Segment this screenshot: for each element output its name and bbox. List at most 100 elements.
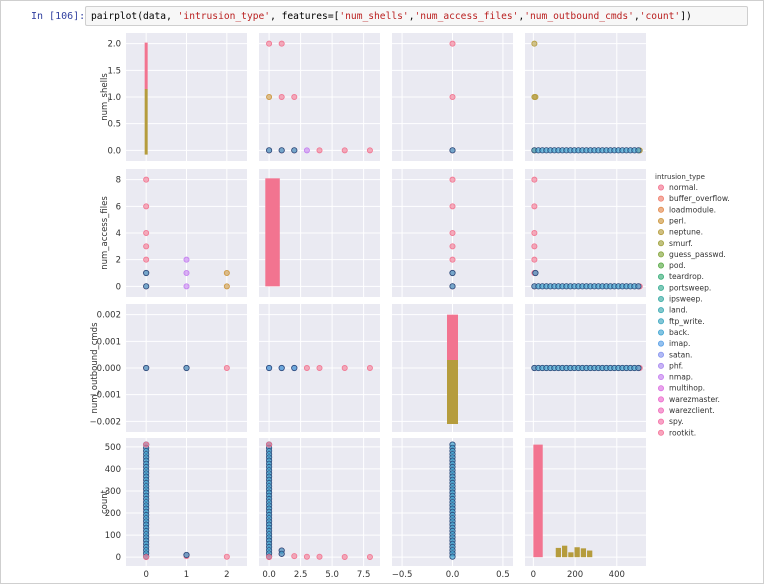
y-tick-label: 0.001 bbox=[97, 337, 121, 347]
scatter-point bbox=[449, 147, 456, 154]
scatter-point bbox=[265, 147, 273, 154]
legend-item-label: imap. bbox=[669, 339, 690, 348]
scatter-point bbox=[449, 176, 456, 183]
scatter-point bbox=[183, 551, 190, 559]
scatter-point bbox=[278, 550, 285, 557]
legend-item-label: ipsweep. bbox=[669, 295, 703, 304]
legend-marker bbox=[658, 284, 665, 291]
scatter-point bbox=[341, 147, 348, 154]
x-tick-label: 0.0 bbox=[446, 570, 460, 580]
scatter-point bbox=[366, 364, 373, 371]
x-tick-label: 2.5 bbox=[294, 570, 308, 580]
y-axis-label-num_shells: num_shells bbox=[100, 73, 110, 121]
scatter-point bbox=[143, 203, 150, 210]
panel-count-count bbox=[525, 438, 646, 566]
scatter-point bbox=[291, 553, 298, 560]
scatter-point bbox=[143, 554, 150, 561]
y-tick-label: 200 bbox=[105, 509, 121, 519]
hist-bar-neptune. bbox=[587, 550, 593, 558]
legend-marker bbox=[658, 396, 665, 403]
hist-bar-neptune. bbox=[144, 89, 148, 155]
hist-bar-normal. bbox=[447, 314, 458, 360]
scatter-point bbox=[291, 147, 298, 154]
y-tick-label: 2.0 bbox=[107, 40, 121, 50]
legend-marker bbox=[658, 262, 665, 269]
scatter-point bbox=[449, 256, 456, 263]
legend-marker bbox=[658, 273, 665, 280]
scatter-point bbox=[449, 229, 456, 236]
scatter-point bbox=[223, 283, 230, 290]
scatter-point bbox=[531, 243, 538, 250]
hist-bar-neptune. bbox=[580, 548, 587, 558]
legend-item-label: back. bbox=[669, 328, 689, 337]
y-tick-label: −0.002 bbox=[90, 417, 121, 427]
scatter-point bbox=[316, 147, 323, 154]
x-tick-label: −0.5 bbox=[392, 570, 413, 580]
scatter-point bbox=[531, 203, 538, 210]
code-fn: pairplot(data, bbox=[91, 11, 178, 22]
scatter-point bbox=[449, 94, 456, 101]
scatter-point bbox=[341, 553, 348, 560]
legend-marker bbox=[658, 385, 665, 392]
x-tick-label: 5.0 bbox=[325, 570, 339, 580]
x-tick-label: 0.5 bbox=[496, 570, 510, 580]
code-input[interactable]: pairplot(data, 'intrusion_type', feature… bbox=[85, 6, 748, 26]
scatter-point bbox=[278, 147, 285, 154]
y-tick-label: 100 bbox=[105, 531, 121, 541]
scatter-point bbox=[366, 553, 373, 560]
scatter-point bbox=[266, 554, 273, 561]
legend-item-label: neptune. bbox=[669, 228, 703, 237]
scatter-point bbox=[143, 256, 150, 263]
hist-bar-neptune. bbox=[568, 552, 574, 558]
scatter-point bbox=[183, 283, 190, 290]
scatter-point-dense bbox=[635, 283, 642, 290]
scatter-point bbox=[291, 364, 298, 372]
legend-marker bbox=[658, 329, 665, 336]
x-tick-label: 7.5 bbox=[357, 570, 371, 580]
legend-item-label: pod. bbox=[669, 261, 686, 270]
y-tick-label: 0.0 bbox=[107, 146, 121, 156]
hist-bar-normal. bbox=[265, 178, 280, 287]
legend-item-label: loadmodule. bbox=[669, 205, 716, 214]
legend-marker bbox=[658, 240, 665, 247]
scatter-point bbox=[278, 364, 285, 372]
scatter-point bbox=[449, 243, 456, 250]
legend-item-label: teardrop. bbox=[669, 272, 704, 281]
legend-marker bbox=[658, 351, 665, 358]
hist-bar-normal. bbox=[533, 444, 543, 558]
y-tick-label: 1.5 bbox=[107, 66, 121, 76]
scatter-point bbox=[143, 229, 150, 236]
scatter-point bbox=[449, 203, 456, 210]
scatter-point bbox=[143, 441, 150, 448]
y-tick-label: 0.000 bbox=[97, 364, 121, 374]
x-tick-label: 400 bbox=[609, 570, 625, 580]
legend-item-label: satan. bbox=[669, 350, 692, 359]
x-tick-label: 0 bbox=[531, 570, 536, 580]
legend-item-label: rootkit. bbox=[669, 428, 696, 437]
scatter-point bbox=[143, 243, 150, 250]
y-tick-label: 500 bbox=[105, 443, 121, 453]
scatter-point bbox=[183, 269, 190, 276]
hist-bar-neptune. bbox=[562, 545, 568, 558]
legend-title: intrusion_type bbox=[655, 173, 705, 181]
legend-marker bbox=[658, 418, 665, 425]
y-tick-label: −0.001 bbox=[90, 391, 121, 401]
scatter-point bbox=[531, 40, 538, 47]
legend-item-label: nmap. bbox=[669, 373, 693, 382]
hist-bar-neptune. bbox=[447, 360, 458, 424]
pairplot-figure: 0.0 0.5 1.0 1.5 2.0 num_shells 0 2 4 6 8 num_access… bbox=[90, 33, 730, 585]
code-mid: , features=[ bbox=[270, 11, 340, 22]
code-feature-1: 'num_shells' bbox=[339, 11, 409, 22]
scatter-point bbox=[266, 94, 273, 101]
scatter-point bbox=[366, 147, 373, 154]
y-tick-label: 0 bbox=[116, 553, 121, 563]
code-feature-3: 'num_outbound_cmds' bbox=[524, 11, 634, 22]
panel-count-num_access_files bbox=[259, 438, 380, 566]
code-hue-arg: 'intrusion_type' bbox=[177, 11, 271, 22]
scatter-point bbox=[449, 40, 456, 47]
legend-marker bbox=[658, 318, 665, 325]
x-tick-label: 2 bbox=[224, 570, 229, 580]
scatter-point bbox=[316, 364, 323, 371]
x-tick-label: 1 bbox=[184, 570, 189, 580]
scatter-point bbox=[316, 553, 323, 560]
